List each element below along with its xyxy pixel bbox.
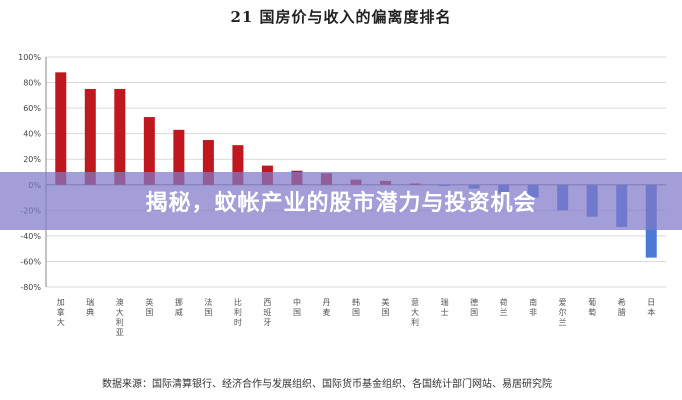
x-category-label: 南非 bbox=[529, 297, 537, 317]
y-tick-label: 40% bbox=[23, 130, 41, 139]
x-category-label: 爱尔兰 bbox=[559, 298, 567, 327]
bar bbox=[114, 88, 126, 185]
x-category-label: 美国 bbox=[382, 297, 390, 317]
x-category-label: 葡萄 bbox=[588, 297, 596, 317]
x-category-label: 英国 bbox=[145, 297, 153, 317]
y-tick-label: 20% bbox=[23, 155, 41, 164]
headline-text: 揭秘，蚊帐产业的股市潜力与投资机会 bbox=[145, 191, 537, 216]
x-category-label: 瑞典 bbox=[86, 297, 94, 317]
bar bbox=[202, 140, 214, 185]
x-category-label: 丹麦 bbox=[322, 298, 330, 317]
x-category-label: 荷兰 bbox=[500, 297, 508, 317]
bar bbox=[173, 129, 185, 185]
y-tick-label: -80% bbox=[20, 283, 41, 292]
x-category-label: 德国 bbox=[470, 297, 478, 317]
bar bbox=[55, 72, 67, 185]
bar bbox=[232, 145, 244, 185]
chart-title: 21 国房价与收入的偏离度排名 bbox=[230, 8, 452, 26]
x-category-label: 澳大利亚 bbox=[116, 297, 124, 337]
x-category-label: 日本 bbox=[647, 298, 655, 317]
x-category-label: 挪威 bbox=[175, 297, 183, 317]
y-tick-label: -40% bbox=[20, 232, 41, 241]
category-labels: 加拿大 瑞典 澳大利亚 英国 挪威 法国 比利时 西班牙 中国 丹麦 韩国 美国 意大利 瑞士 德国 荷兰 南非… bbox=[57, 297, 655, 337]
x-category-label: 瑞士 bbox=[441, 297, 449, 317]
data-source-note: 数据来源：国际清算银行、经济合作与发展组织、国际货币基金组织、各国统计部门网站、… bbox=[102, 379, 552, 390]
y-tick-label: 80% bbox=[23, 79, 41, 88]
x-category-label: 法国 bbox=[204, 297, 212, 317]
y-tick-label: 60% bbox=[23, 104, 41, 113]
bar bbox=[143, 117, 155, 185]
bar bbox=[84, 88, 96, 185]
x-category-label: 希腊 bbox=[618, 297, 626, 317]
x-category-label: 中国 bbox=[293, 297, 301, 317]
x-category-label: 比利时 bbox=[234, 297, 242, 327]
x-category-label: 韩国 bbox=[352, 297, 360, 317]
y-tick-label: 100% bbox=[18, 53, 41, 62]
x-category-label: 加拿大 bbox=[57, 297, 65, 327]
headline-banner: 揭秘，蚊帐产业的股市潜力与投资机会 bbox=[0, 172, 682, 230]
x-category-label: 西班牙 bbox=[263, 298, 271, 327]
x-category-label: 意大利 bbox=[411, 297, 419, 327]
y-tick-label: -60% bbox=[20, 257, 41, 266]
